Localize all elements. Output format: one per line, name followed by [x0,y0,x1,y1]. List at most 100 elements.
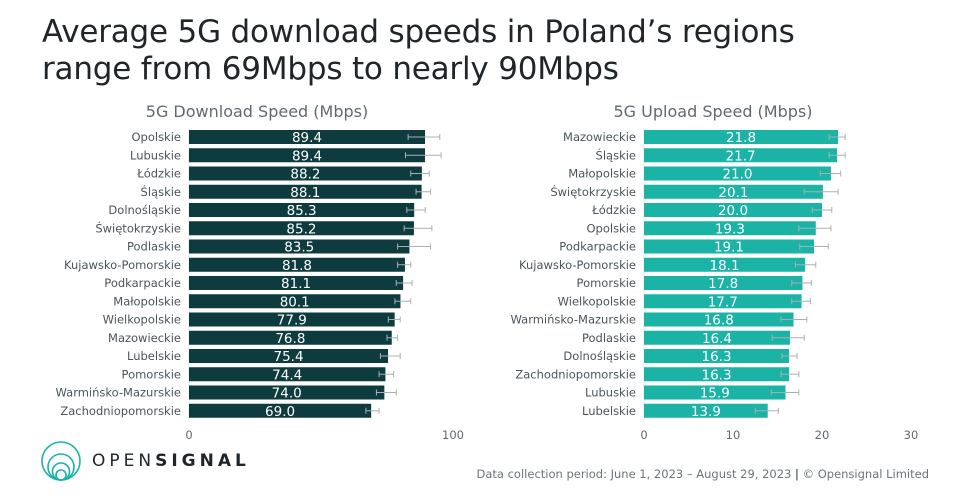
download-bar [189,385,385,400]
download-category-label: Warmińsko-Mazurskie [56,386,181,400]
upload-value-label: 20.0 [718,203,748,219]
upload-bar [644,403,768,418]
download-bar [189,330,392,345]
upload-speed-chart: 5G Upload Speed (Mbps) Mazowieckie 21.8 Śl… [511,102,919,442]
upload-category-label: Podkarpackie [559,240,636,254]
download-bar [189,184,422,199]
download-bar [189,239,410,254]
download-category-label: Zachodniopomorskie [60,404,181,418]
download-value-label: 85.3 [287,203,317,219]
download-bar [189,130,426,144]
download-category-label: Śląskie [141,184,181,199]
download-value-label: 74.0 [272,386,302,402]
title-line-1: Average 5G download speeds in Poland’s r… [42,14,795,50]
download-chart-subtitle: 5G Download Speed (Mbps) [146,102,368,121]
upload-value-label: 21.8 [726,130,756,146]
download-bar [189,276,404,290]
upload-bar [644,367,790,382]
chart-title: Average 5G download speeds in Poland’s r… [42,14,942,88]
upload-bar [644,257,806,272]
download-value-label: 74.4 [272,367,302,383]
upload-category-label: Pomorskie [577,276,636,290]
download-bar [189,203,415,217]
download-value-label: 89.4 [292,148,322,164]
download-tick-label: 0 [185,428,192,442]
upload-bar [644,221,816,236]
upload-tick-label: 10 [726,428,741,442]
upload-bar [644,276,803,290]
upload-bar [644,349,790,363]
upload-value-label: 16.4 [702,331,732,347]
upload-bar [644,294,802,309]
upload-value-label: 18.1 [710,258,740,274]
upload-tick-label: 20 [815,428,830,442]
download-value-label: 85.2 [286,221,316,237]
download-bar [189,221,414,236]
download-bar [189,312,395,327]
download-bar [189,148,426,163]
upload-category-label: Wielkopolskie [558,294,636,308]
upload-category-label: Świętokrzyskie [550,184,636,199]
upload-bar [644,312,794,327]
footer-note: Data collection period: June 1, 2023 – A… [477,467,930,481]
download-category-label: Lubuskie [130,148,181,162]
upload-bar [644,184,823,199]
download-category-label: Kujawsko-Pomorskie [64,258,181,272]
download-category-label: Lubelskie [127,349,181,363]
upload-value-label: 16.3 [702,367,732,383]
footer-separator: | [795,467,799,481]
opensignal-logo: OPENSIGNAL [40,440,250,482]
upload-value-label: 13.9 [691,404,721,420]
download-category-label: Dolnośląskie [108,203,181,217]
upload-value-label: 15.9 [700,386,730,402]
download-category-label: Mazowieckie [108,331,181,345]
upload-category-label: Lubuskie [585,386,636,400]
download-category-label: Podkarpackie [104,276,181,290]
download-value-label: 80.1 [280,294,310,310]
upload-value-label: 16.8 [704,313,734,329]
upload-bar [644,330,790,345]
upload-category-label: Dolnośląskie [563,349,636,363]
upload-value-label: 17.8 [708,276,738,292]
upload-value-label: 19.3 [715,221,745,237]
download-value-label: 83.5 [284,240,314,256]
upload-bar [644,130,839,144]
download-value-label: 89.4 [292,130,322,146]
upload-tick-label: 30 [904,428,919,442]
upload-value-label: 19.1 [714,240,744,256]
upload-bar [644,203,822,217]
upload-category-label: Zachodniopomorskie [515,367,636,381]
download-category-label: Wielkopolskie [103,313,181,327]
download-value-label: 88.1 [290,185,320,201]
upload-category-label: Śląskie [596,147,636,162]
download-value-label: 81.8 [282,258,312,274]
upload-chart-subtitle: 5G Upload Speed (Mbps) [614,102,813,121]
wordmark-bold: SIGNAL [155,451,250,471]
upload-bar [644,385,786,400]
data-collection-period: Data collection period: June 1, 2023 – A… [476,467,792,481]
upload-bar [644,166,831,181]
download-category-label: Opolskie [131,130,181,144]
upload-value-label: 17.7 [708,294,738,310]
copyright: © Opensignal Limited [802,467,929,481]
download-bar [189,257,405,272]
upload-category-label: Małopolskie [568,167,636,181]
download-category-label: Świętokrzyskie [95,220,181,235]
upload-value-label: 20.1 [718,185,748,201]
download-bar [189,349,389,363]
upload-bar [644,148,838,163]
download-bar [189,166,422,181]
upload-value-label: 21.0 [722,167,752,183]
download-speed-chart: 5G Download Speed (Mbps) Opolskie 89.4 Lub… [56,102,464,442]
download-value-label: 88.2 [290,167,320,183]
download-bar [189,294,401,309]
upload-category-label: Mazowieckie [563,130,636,144]
upload-category-label: Lubelskie [582,404,636,418]
upload-category-label: Kujawsko-Pomorskie [519,258,636,272]
download-bar [189,367,386,382]
upload-category-label: Łódzkie [591,203,636,217]
download-value-label: 69.0 [265,404,295,420]
upload-category-label: Warmińsko-Mazurskie [511,313,636,327]
download-tick-label: 100 [442,428,464,442]
